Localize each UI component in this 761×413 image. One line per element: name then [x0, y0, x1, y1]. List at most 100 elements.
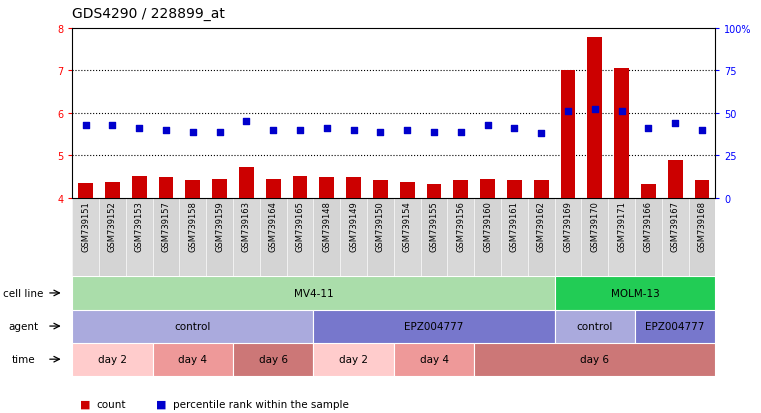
Bar	[132, 176, 147, 198]
Bar	[159, 178, 174, 198]
Text: GSM739148: GSM739148	[323, 201, 331, 252]
Text: GSM739165: GSM739165	[295, 201, 304, 252]
Text: GSM739156: GSM739156	[457, 201, 465, 252]
Bar	[533, 180, 549, 198]
Point	[401, 127, 413, 134]
Bar	[635, 310, 715, 343]
Bar	[206, 198, 233, 277]
Bar	[454, 180, 468, 198]
Bar	[260, 198, 287, 277]
Bar	[662, 198, 689, 277]
Text: control: control	[577, 321, 613, 331]
Text: control: control	[175, 321, 211, 331]
Text: MV4-11: MV4-11	[294, 288, 333, 298]
Bar	[233, 343, 314, 376]
Point	[186, 129, 199, 135]
Text: GSM739152: GSM739152	[108, 201, 117, 251]
Point	[642, 126, 654, 132]
Bar	[99, 198, 126, 277]
Text: GSM739163: GSM739163	[242, 201, 251, 252]
Bar	[581, 198, 608, 277]
Text: GSM739162: GSM739162	[537, 201, 546, 252]
Point	[589, 107, 601, 114]
Point	[455, 129, 467, 135]
Point	[348, 127, 360, 134]
Bar	[561, 71, 575, 198]
Text: GSM739149: GSM739149	[349, 201, 358, 251]
Point	[160, 127, 172, 134]
Bar	[394, 198, 421, 277]
Text: day 2: day 2	[339, 354, 368, 364]
Bar	[501, 198, 528, 277]
Bar	[153, 198, 180, 277]
Bar	[614, 69, 629, 198]
Bar	[186, 180, 200, 198]
Point	[107, 122, 119, 129]
Bar	[474, 198, 501, 277]
Text: MOLM-13: MOLM-13	[610, 288, 659, 298]
Bar	[266, 179, 281, 198]
Point	[696, 127, 708, 134]
Text: ■: ■	[80, 399, 91, 409]
Text: GSM739171: GSM739171	[617, 201, 626, 252]
Text: GDS4290 / 228899_at: GDS4290 / 228899_at	[72, 7, 225, 21]
Bar	[480, 179, 495, 198]
Bar	[447, 198, 474, 277]
Bar	[427, 185, 441, 198]
Bar	[314, 198, 340, 277]
Text: day 4: day 4	[419, 354, 448, 364]
Bar	[287, 198, 314, 277]
Bar	[180, 198, 206, 277]
Bar	[126, 198, 153, 277]
Bar	[507, 180, 522, 198]
Bar	[72, 343, 153, 376]
Point	[616, 109, 628, 115]
Point	[428, 129, 440, 135]
Text: GSM739155: GSM739155	[429, 201, 438, 251]
Bar	[555, 277, 715, 310]
Point	[535, 131, 547, 137]
Text: agent: agent	[8, 321, 38, 331]
Text: day 2: day 2	[98, 354, 127, 364]
Bar	[555, 310, 635, 343]
Text: count: count	[97, 399, 126, 409]
Bar	[320, 177, 334, 198]
Point	[214, 129, 226, 135]
Text: ■: ■	[156, 399, 167, 409]
Point	[374, 129, 387, 135]
Bar	[314, 343, 394, 376]
Bar	[635, 198, 662, 277]
Bar	[635, 198, 662, 277]
Text: day 6: day 6	[259, 354, 288, 364]
Bar	[367, 198, 394, 277]
Bar	[587, 38, 602, 198]
Text: GSM739167: GSM739167	[670, 201, 680, 252]
Bar	[474, 343, 715, 376]
Point	[669, 121, 681, 127]
Bar	[72, 310, 314, 343]
Bar	[212, 179, 227, 198]
Text: GSM739161: GSM739161	[510, 201, 519, 252]
Text: GSM739168: GSM739168	[697, 201, 706, 252]
Text: GSM739160: GSM739160	[483, 201, 492, 252]
Bar	[78, 183, 93, 198]
Point	[80, 122, 92, 129]
Text: GSM739154: GSM739154	[403, 201, 412, 251]
Bar	[400, 182, 415, 198]
Text: day 6: day 6	[581, 354, 610, 364]
Text: cell line: cell line	[3, 288, 43, 298]
Text: GSM739158: GSM739158	[189, 201, 197, 252]
Bar	[373, 180, 388, 198]
Text: GSM739164: GSM739164	[269, 201, 278, 252]
Text: GSM739170: GSM739170	[591, 201, 599, 252]
Point	[320, 126, 333, 132]
Text: GSM739153: GSM739153	[135, 201, 144, 252]
Text: GSM739166: GSM739166	[644, 201, 653, 252]
Text: GSM739159: GSM739159	[215, 201, 224, 251]
Text: time: time	[11, 354, 35, 364]
Bar	[695, 180, 709, 198]
Text: day 4: day 4	[178, 354, 207, 364]
Bar	[581, 198, 608, 277]
Bar	[394, 343, 474, 376]
Bar	[346, 178, 361, 198]
